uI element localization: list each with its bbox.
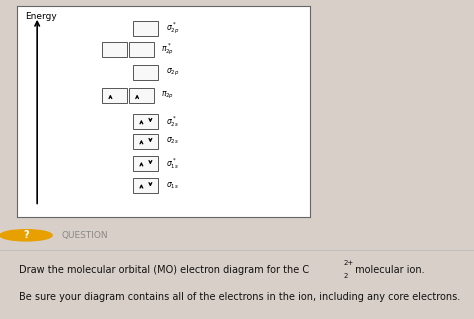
Bar — [129, 42, 154, 57]
Bar — [102, 42, 128, 57]
Text: $\sigma_{2s}$: $\sigma_{2s}$ — [166, 136, 179, 146]
Text: $\sigma^*_{2p}$: $\sigma^*_{2p}$ — [166, 21, 179, 36]
Text: $\sigma_{1s}$: $\sigma_{1s}$ — [166, 180, 179, 190]
Bar — [133, 21, 158, 36]
Text: 2+: 2+ — [344, 260, 354, 266]
Text: Energy: Energy — [26, 11, 57, 21]
Circle shape — [0, 230, 52, 241]
Text: $\pi^*_{2p}$: $\pi^*_{2p}$ — [162, 42, 174, 57]
Text: $\pi_{2p}$: $\pi_{2p}$ — [162, 90, 174, 101]
Bar — [133, 156, 158, 171]
Bar — [133, 178, 158, 193]
Bar — [129, 88, 154, 103]
Text: $\sigma_{2p}$: $\sigma_{2p}$ — [166, 67, 179, 78]
Text: $\sigma^*_{1s}$: $\sigma^*_{1s}$ — [166, 156, 179, 171]
Text: QUESTION: QUESTION — [62, 231, 108, 240]
Text: 2: 2 — [344, 273, 348, 279]
Text: $\sigma^*_{2s}$: $\sigma^*_{2s}$ — [166, 114, 179, 129]
Text: Draw the molecular orbital (MO) electron diagram for the C: Draw the molecular orbital (MO) electron… — [19, 265, 309, 275]
Text: molecular ion.: molecular ion. — [352, 265, 424, 275]
Text: Be sure your diagram contains all of the electrons in the ion, including any cor: Be sure your diagram contains all of the… — [19, 292, 460, 301]
Bar — [133, 134, 158, 149]
Bar — [133, 65, 158, 80]
Text: ?: ? — [23, 230, 29, 240]
Bar — [133, 114, 158, 129]
Bar — [102, 88, 128, 103]
